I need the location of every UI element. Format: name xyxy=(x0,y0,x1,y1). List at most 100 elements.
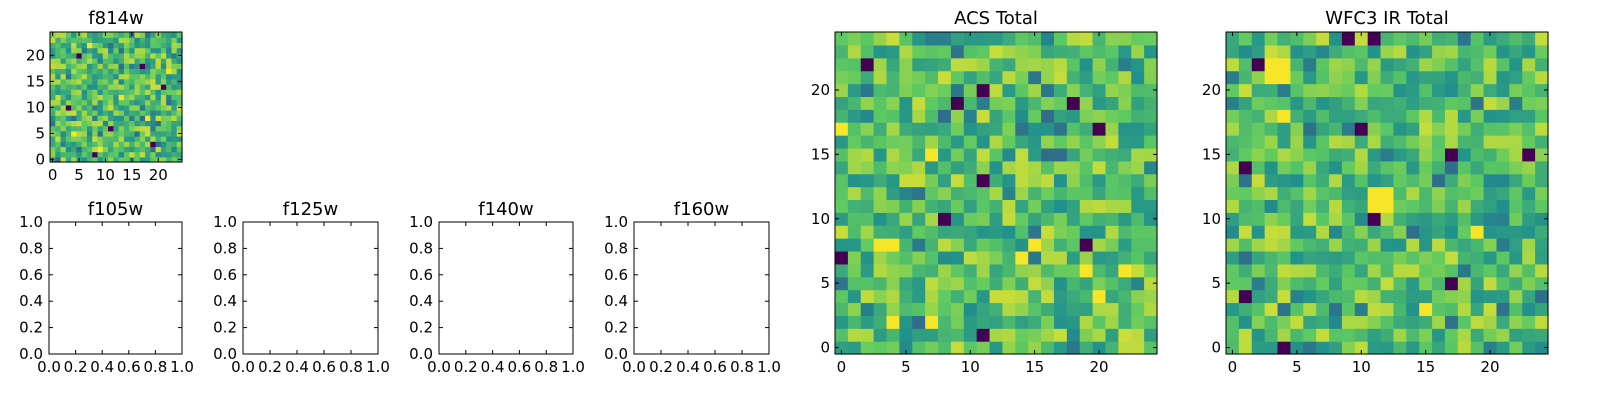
heatmap-cell xyxy=(118,104,125,111)
heatmap-cell xyxy=(860,225,875,239)
heatmap-cell xyxy=(1290,263,1304,278)
heatmap-cell xyxy=(1264,315,1279,329)
axes-frame-acs-total xyxy=(834,31,1158,355)
heatmap-cell xyxy=(92,32,99,38)
heatmap-cell xyxy=(912,276,926,291)
heatmap-cell xyxy=(1277,199,1291,213)
heatmap-cell xyxy=(1251,238,1266,252)
heatmap-cell xyxy=(160,47,167,54)
heatmap-cell xyxy=(1406,263,1420,278)
heatmap-cell xyxy=(1483,147,1498,162)
heatmap-cell xyxy=(71,52,77,59)
heatmap-cell xyxy=(925,341,939,355)
heatmap-cell xyxy=(1457,289,1472,304)
heatmap-cell xyxy=(938,147,952,162)
x-tick-label: 0.8 xyxy=(534,358,558,376)
heatmap-cell xyxy=(1131,199,1145,213)
heatmap-cell xyxy=(1393,173,1407,188)
heatmap-cell xyxy=(1470,57,1485,72)
heatmap-cell xyxy=(1277,135,1291,149)
heatmap-cell xyxy=(938,122,952,136)
heatmap-cell xyxy=(1509,238,1523,252)
heatmap-cell xyxy=(938,315,952,329)
heatmap-cell xyxy=(1380,173,1395,188)
heatmap-cell xyxy=(118,84,125,90)
heatmap-cell xyxy=(938,341,952,355)
heatmap-cell xyxy=(1509,302,1523,316)
heatmap-cell xyxy=(108,89,114,95)
heatmap-cell xyxy=(118,136,125,142)
heatmap-cell xyxy=(1131,250,1145,265)
heatmap-cell xyxy=(1303,276,1317,291)
heatmap-cell xyxy=(1393,263,1407,278)
heatmap-cell xyxy=(71,68,77,75)
heatmap-cell xyxy=(1483,44,1498,59)
heatmap-cell xyxy=(1329,212,1343,226)
heatmap-cell xyxy=(835,250,849,265)
heatmap-cell xyxy=(1329,328,1343,342)
heatmap-cell xyxy=(97,52,104,59)
heatmap-cell xyxy=(1144,225,1158,239)
heatmap-cell xyxy=(963,147,978,162)
heatmap-cell xyxy=(60,89,67,95)
heatmap-cell xyxy=(129,115,136,121)
heatmap-cell xyxy=(925,32,939,46)
heatmap-cell xyxy=(1290,135,1304,149)
heatmap-cell xyxy=(97,89,104,95)
heatmap-cell xyxy=(1535,186,1549,201)
heatmap-cell xyxy=(989,70,1004,85)
heatmap-cell xyxy=(950,122,965,136)
heatmap-cell xyxy=(81,63,88,69)
heatmap-cell xyxy=(899,122,913,136)
heatmap-cell xyxy=(1118,57,1132,72)
heatmap-cell xyxy=(1251,289,1266,304)
heatmap-cell xyxy=(150,130,157,137)
heatmap-cell xyxy=(166,47,173,54)
heatmap-cell xyxy=(1535,96,1549,110)
heatmap-cell xyxy=(1393,32,1407,46)
heatmap-cell xyxy=(1041,96,1055,110)
heatmap-cell xyxy=(899,250,913,265)
heatmap-cell xyxy=(76,151,83,158)
heatmap-cell xyxy=(86,120,93,127)
heatmap-cell xyxy=(1457,135,1472,149)
heatmap-cell xyxy=(1496,276,1510,291)
heatmap-cell xyxy=(76,136,83,142)
heatmap-cell xyxy=(123,32,130,38)
heatmap-cell xyxy=(860,57,875,72)
heatmap-cell xyxy=(60,99,67,106)
heatmap-cell xyxy=(55,58,62,64)
heatmap-cell xyxy=(171,47,178,54)
heatmap-cell xyxy=(71,99,77,106)
heatmap-cell xyxy=(976,302,991,316)
heatmap-cell xyxy=(92,58,99,64)
heatmap-cell xyxy=(1380,32,1395,46)
heatmap-cell xyxy=(899,96,913,110)
heatmap-cell xyxy=(1303,212,1317,226)
heatmap-cell xyxy=(1144,341,1158,355)
heatmap-cell xyxy=(1303,83,1317,97)
heatmap-cell xyxy=(1028,289,1042,304)
heatmap-cell xyxy=(92,99,99,106)
heatmap-cell xyxy=(860,135,875,149)
heatmap-cell xyxy=(1105,315,1119,329)
heatmap-cell xyxy=(1354,276,1369,291)
heatmap-cell xyxy=(1419,147,1433,162)
heatmap-cell xyxy=(1303,225,1317,239)
heatmap-cell xyxy=(1028,147,1042,162)
heatmap-cell xyxy=(1509,173,1523,188)
heatmap-cell xyxy=(835,135,849,149)
heatmap-cell xyxy=(1496,289,1510,304)
heatmap-cell xyxy=(1264,199,1279,213)
heatmap-cell xyxy=(113,110,120,116)
heatmap-cell xyxy=(1509,44,1523,59)
heatmap-cell xyxy=(171,37,178,43)
heatmap-cell xyxy=(139,68,146,75)
heatmap-cell xyxy=(950,225,965,239)
heatmap-cell xyxy=(1483,250,1498,265)
heatmap-cell xyxy=(1079,135,1094,149)
heatmap-cell xyxy=(1226,109,1240,123)
heatmap-cell xyxy=(145,125,151,132)
